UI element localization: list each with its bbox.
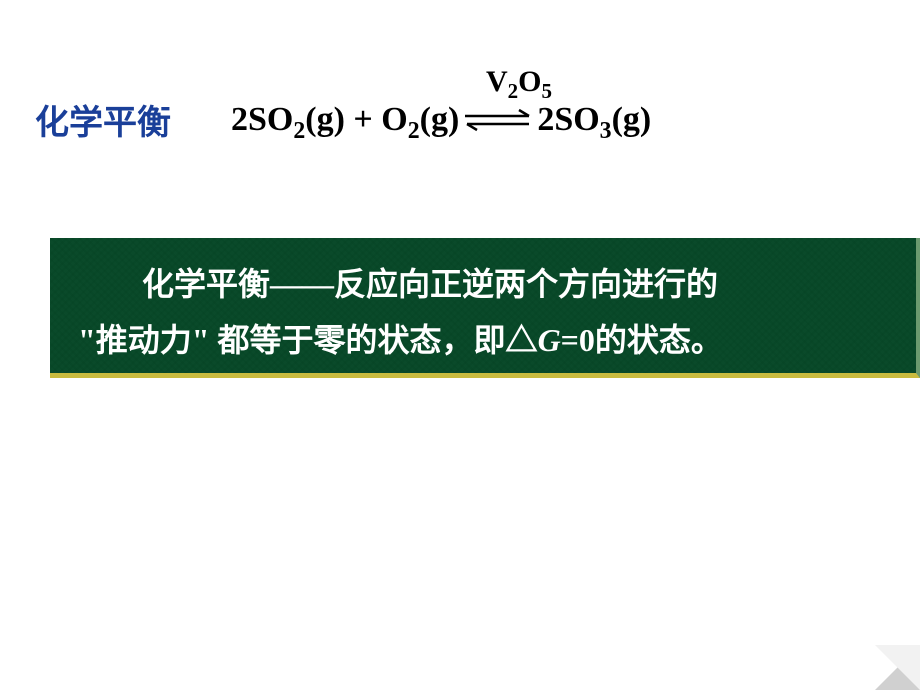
catalyst-v: V: [486, 65, 508, 98]
def-line1: 化学平衡——反应向正逆两个方向进行的: [142, 266, 718, 302]
phase-so3: (g): [612, 101, 652, 138]
def-line2-post: 的状态。: [595, 322, 723, 358]
chemical-equation: V2O5 2SO2(g) + O2(g) 2SO3(g): [231, 101, 651, 139]
definition-text: 化学平衡——反应向正逆两个方向进行的 "推动力" 都等于零的状态，即△G=0的状…: [78, 256, 888, 368]
def-G: G: [538, 322, 561, 358]
title-label: 化学平衡: [35, 95, 171, 144]
def-eqzero: =0: [561, 322, 595, 358]
plus: +: [345, 101, 381, 138]
definition-box: 化学平衡——反应向正逆两个方向进行的 "推动力" 都等于零的状态，即△G=0的状…: [50, 238, 920, 378]
species-so3: SO: [554, 101, 599, 138]
equilibrium-arrow: [463, 110, 533, 130]
coef-2so2: 2: [231, 101, 248, 138]
eq-lhs: 2SO2(g) + O2(g): [231, 101, 459, 139]
catalyst-sub2: 5: [542, 79, 553, 103]
catalyst-o: O: [518, 65, 541, 98]
phase-so2: (g): [305, 101, 345, 138]
page-curl-icon: [875, 645, 920, 690]
sub-o2: 2: [408, 117, 420, 143]
header-row: 化学平衡 V2O5 2SO2(g) + O2(g) 2SO3(g): [35, 95, 651, 144]
catalyst-sub1: 2: [508, 79, 519, 103]
sub-so3: 3: [600, 117, 612, 143]
catalyst-label: V2O5: [486, 65, 552, 99]
def-delta: △: [506, 322, 538, 358]
eq-rhs: 2SO3(g): [537, 101, 651, 139]
def-line2-pre: "推动力" 都等于零的状态，即: [78, 322, 506, 358]
phase-o2: (g): [420, 101, 460, 138]
species-so: SO: [248, 101, 293, 138]
species-o: O: [381, 101, 407, 138]
sub-so2: 2: [293, 117, 305, 143]
coef-2so3: 2: [537, 101, 554, 138]
